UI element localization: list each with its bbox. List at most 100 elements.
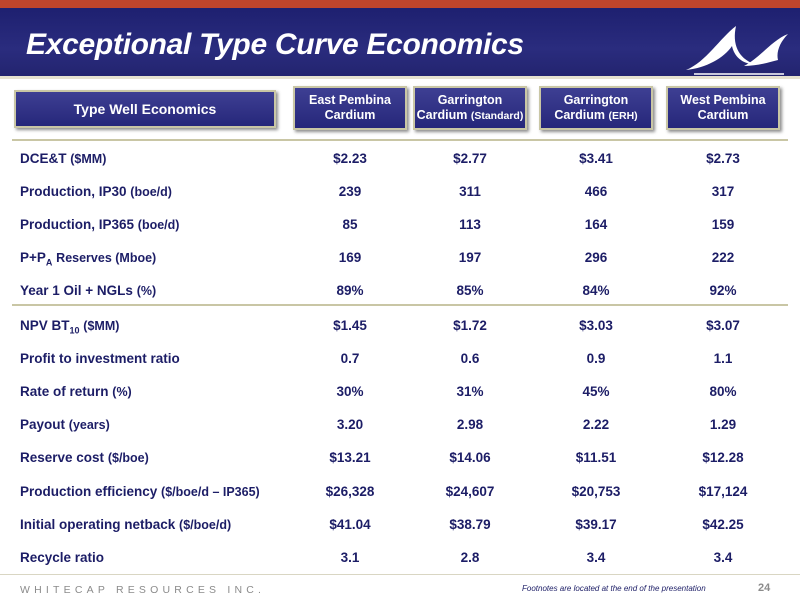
value-cell: $2.77 [453,151,487,166]
row-label-unit: Reserves (Mboe) [56,251,157,265]
value-cell: 84% [582,283,610,298]
company-name: WHITECAP RESOURCES INC. [20,584,266,596]
value-cell: 222 [711,250,735,265]
table-row: Recycle ratio 3.1 2.8 3.4 3.4 [0,541,800,574]
row-label-unit: ($MM) [70,152,107,166]
value-cell: $39.17 [575,517,617,532]
banner-underline [0,76,800,79]
row-label: Reserve cost ($/boe) [20,441,149,474]
value-cell: $20,753 [571,484,621,499]
value-cell: $2.23 [333,151,367,166]
value-cell: $1.45 [333,318,367,333]
table-row: Production efficiency ($/boe/d – IP365) $… [0,475,800,508]
row-label-text: Production efficiency [20,484,158,499]
row-label-text: Production, IP30 [20,184,127,199]
row-label: Recycle ratio [20,541,104,574]
value-cell: 159 [711,217,735,232]
row-label-unit: ($/boe/d) [179,518,232,532]
value-cell: 1.29 [709,417,737,432]
value-cell: 85% [456,283,484,298]
column-header-line2-text: Cardium [697,108,749,122]
value-cell: 239 [338,184,362,199]
value-cell: 2.98 [456,417,484,432]
value-cell: 311 [459,184,481,199]
table-row: Reserve cost ($/boe) $13.21 $14.06 $11.51 $1… [0,441,800,474]
value-cell: 0.7 [340,351,360,366]
row-label-text: NPV BT [20,318,70,333]
column-header-line2-text: Cardium [554,107,606,122]
value-cell: $41.04 [329,517,371,532]
row-label: Production, IP30 (boe/d) [20,175,172,208]
row-label-unit: (boe/d) [137,218,180,232]
column-header-line1: Garrington [437,92,503,107]
column-header-line1: West Pembina [680,93,766,107]
column-header-note: (Standard) [470,109,524,122]
row-label-text: P+P [20,250,46,265]
column-header-line1: Garrington [563,92,629,107]
type-well-economics-label: Type Well Economics [73,100,217,117]
value-cell: $11.51 [575,450,617,465]
column-header-line2: Cardium [698,108,749,123]
table-row: Production, IP365 (boe/d) 85 113 164 159 [0,208,800,241]
column-header-garrington-cardium-standard: Garrington Cardium (Standard) [413,86,527,130]
value-cell: $3.41 [579,151,613,166]
value-cell: 80% [709,384,737,399]
row-label-unit: (boe/d) [130,185,172,199]
row-label-unit: (%) [136,284,157,298]
value-cell: 317 [711,184,735,199]
value-cell: 85 [342,217,358,232]
value-cell: 2.8 [460,550,480,565]
row-label-unit: ($/boe) [107,451,149,465]
column-header-line2: Cardium (Standard) [417,108,524,124]
column-header-line2: Cardium [325,108,376,123]
footnote-text: Footnotes are located at the end of the … [522,584,706,593]
table-row: Rate of return (%) 30% 31% 45% 80% [0,375,800,408]
column-header-note: (ERH) [608,109,638,122]
value-cell: 89% [336,283,364,298]
row-label: Production efficiency ($/boe/d – IP365) [20,475,260,508]
value-cell: 30% [336,384,364,399]
row-label-text: Initial operating netback [20,517,176,532]
row-label-subscript: 10 [69,325,80,336]
value-cell: $38.79 [449,517,491,532]
row-label: Rate of return (%) [20,375,132,408]
row-label-text: Profit to investment ratio [20,351,180,366]
column-header-garrington-cardium-erh: Garrington Cardium (ERH) [539,86,653,130]
table-row: NPV BT10 ($MM) $1.45 $1.72 $3.03 $3.07 [0,309,800,342]
value-cell: $3.07 [706,318,740,333]
value-cell: $14.06 [449,450,491,465]
row-label-unit: (%) [112,385,132,399]
column-header-line2-text: Cardium [324,108,376,122]
value-cell: 0.6 [460,351,480,366]
top-accent-stripe [0,0,800,8]
value-cell: $12.28 [702,450,744,465]
table-row: Payout (years) 3.20 2.98 2.22 1.29 [0,408,800,441]
value-cell: $24,607 [445,484,495,499]
table-top-rule [12,139,788,141]
value-cell: 45% [582,384,610,399]
column-header-west-pembina-cardium: West Pembina Cardium [666,86,780,130]
row-label-unit: (years) [68,418,110,432]
row-label: Production, IP365 (boe/d) [20,208,179,241]
table-row: Production, IP30 (boe/d) 239 311 466 317 [0,175,800,208]
value-cell: 3.1 [340,550,360,565]
row-label-text: Payout [20,417,66,432]
value-cell: 296 [584,250,608,265]
table-row: Initial operating netback ($/boe/d) $41.0… [0,508,800,541]
row-label-text: Year 1 Oil + NGLs [20,283,133,298]
value-cell: 113 [459,217,481,232]
value-cell: $26,328 [325,484,375,499]
value-cell: 92% [709,283,737,298]
row-label-unit: ($MM) [83,319,120,333]
title-banner: Exceptional Type Curve Economics [0,8,800,76]
value-cell: 169 [338,250,362,265]
column-header-east-pembina-cardium: East Pembina Cardium [293,86,407,130]
column-header-line1: East Pembina [309,93,391,107]
value-cell: $17,124 [698,484,748,499]
value-cell: 2.22 [582,417,610,432]
value-cell: $2.73 [706,151,740,166]
row-label-text: Recycle ratio [20,550,105,565]
company-logo-icon [686,26,788,75]
value-cell: $13.21 [329,450,371,465]
value-cell: 0.9 [586,351,606,366]
